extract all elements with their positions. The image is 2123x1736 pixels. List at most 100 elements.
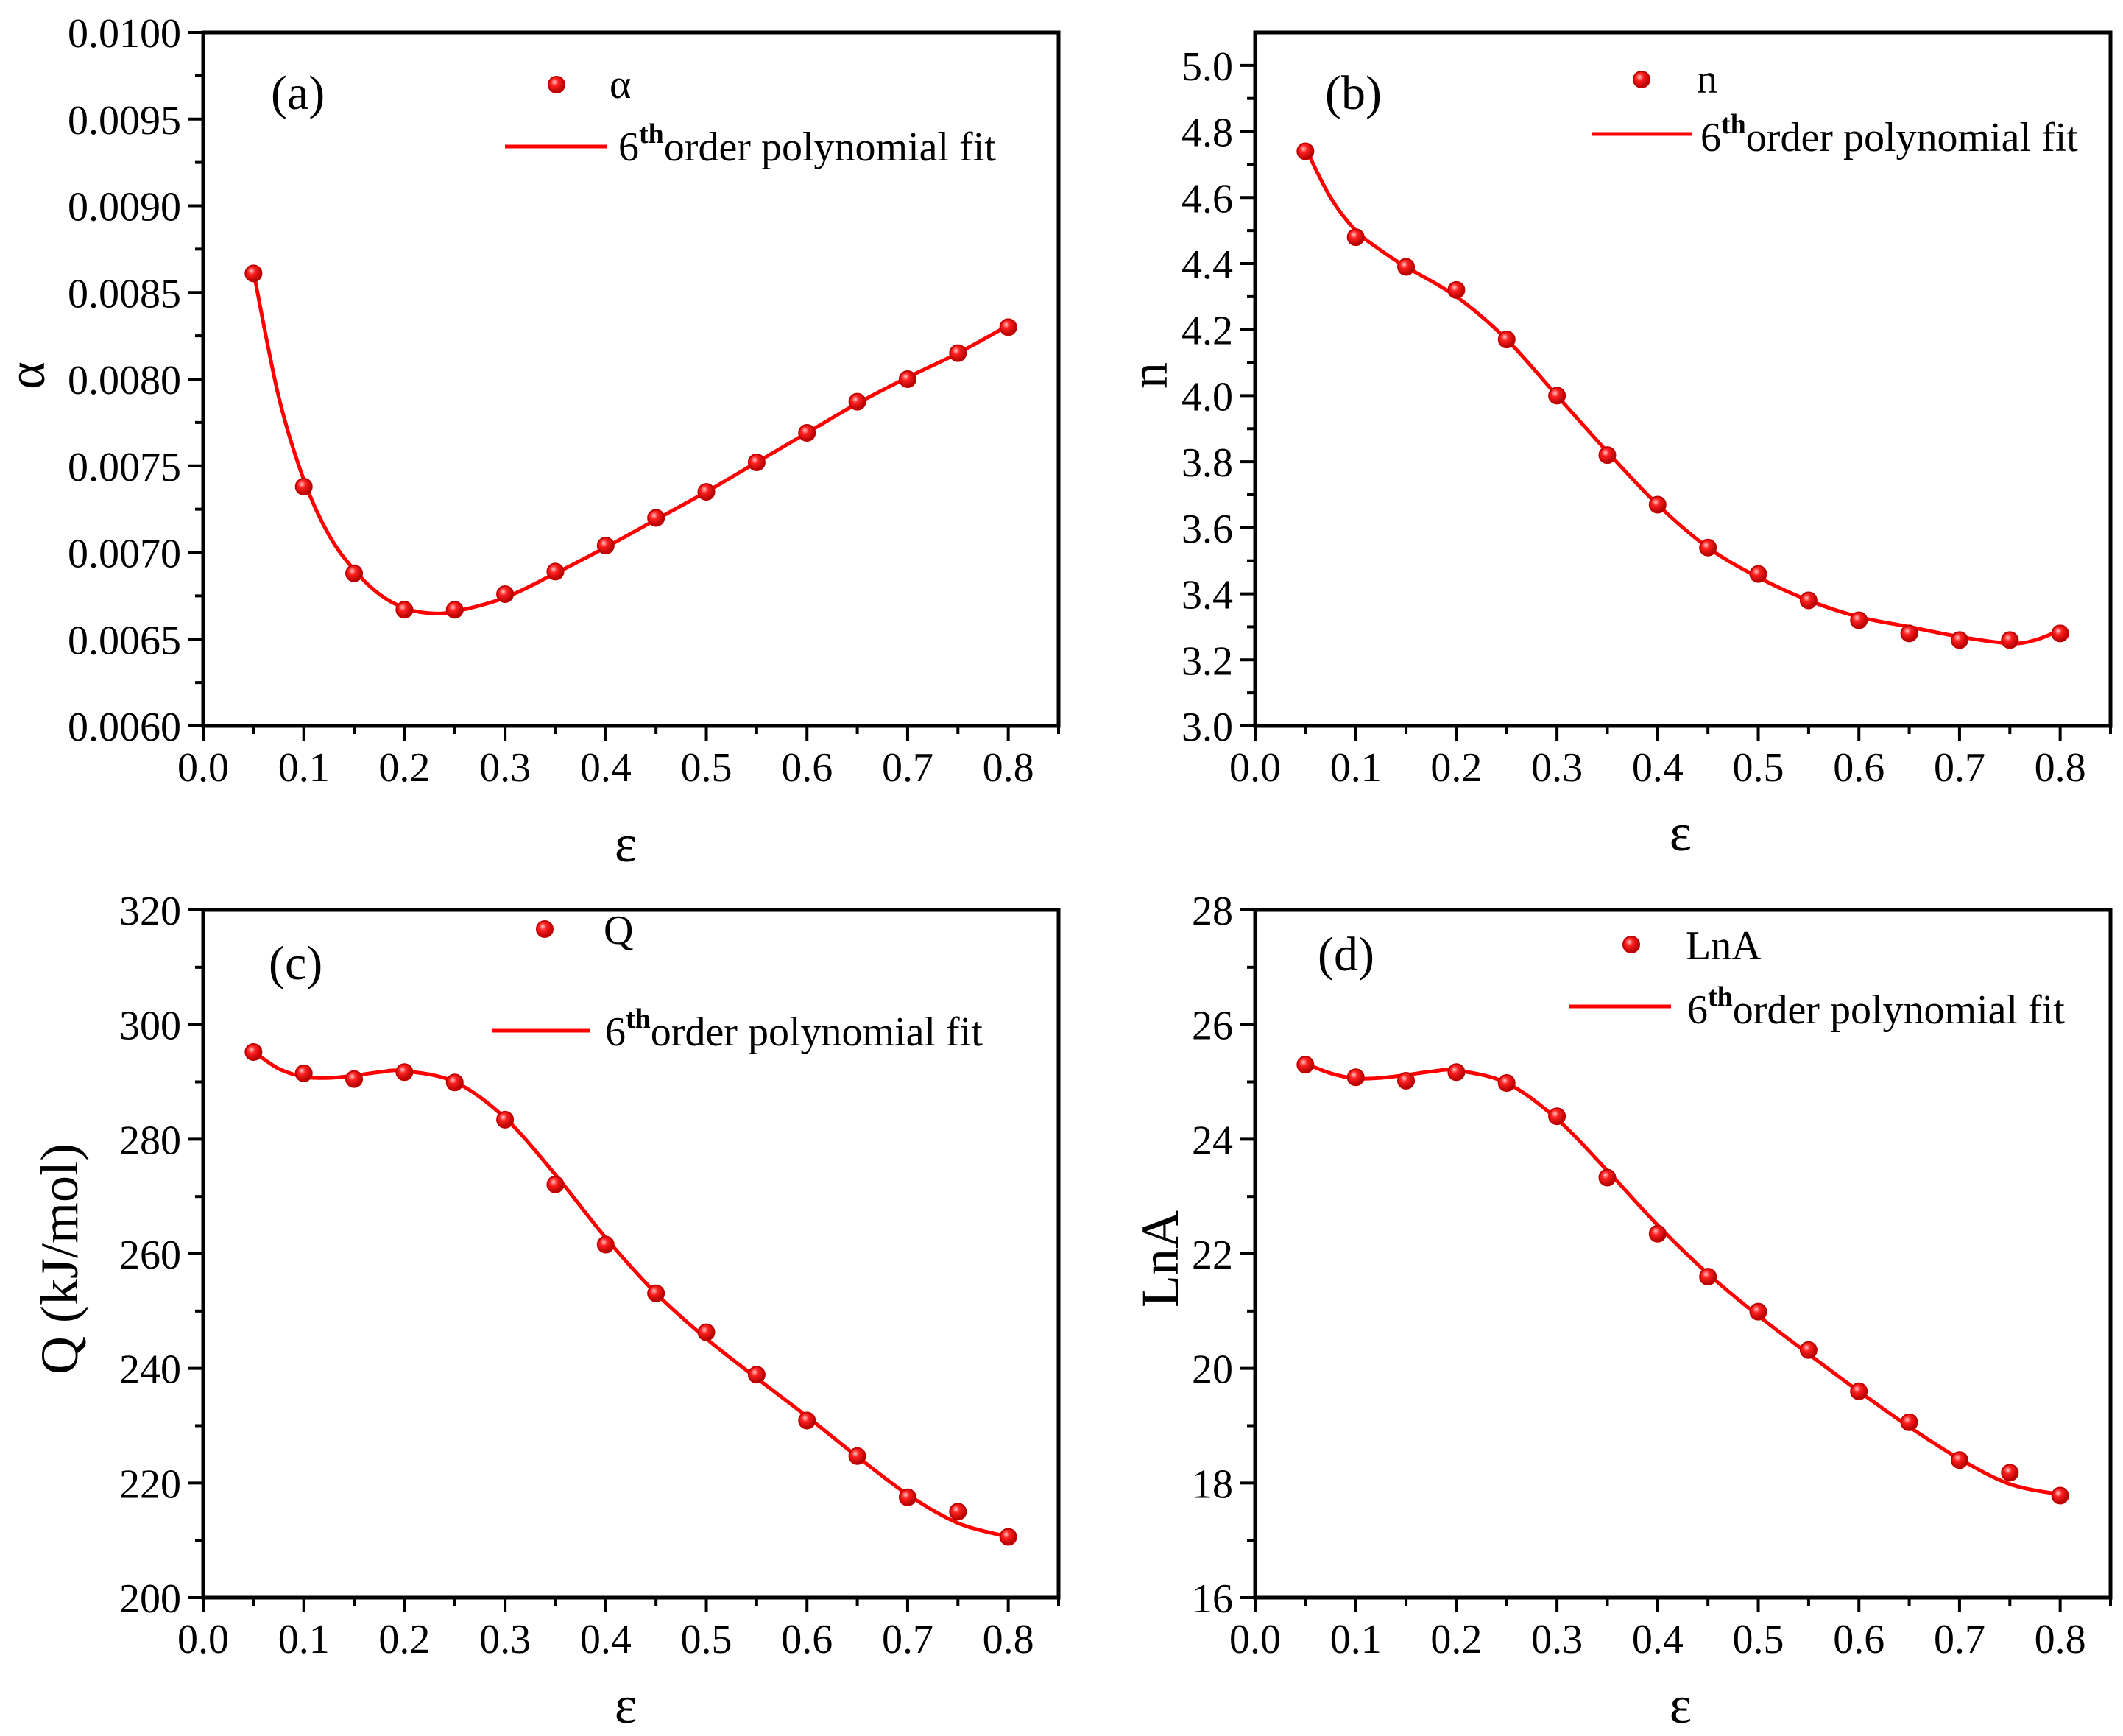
panel-b-data-point bbox=[1397, 258, 1416, 276]
panel-b-data-point bbox=[1900, 624, 1918, 643]
panel-b-data-point bbox=[1749, 565, 1767, 583]
panel-a-data-point bbox=[244, 264, 263, 283]
panel-b-data-point bbox=[1346, 228, 1365, 247]
panel-c-legend-fit-order: 6 bbox=[605, 1009, 626, 1055]
panel-a-y-tick-label: 0.0065 bbox=[68, 618, 181, 663]
panel-a-ylabel: α bbox=[0, 361, 56, 389]
panel-c-x-tick-label: 0.7 bbox=[882, 1617, 933, 1662]
panel-b-y-tick-label: 3.2 bbox=[1181, 638, 1233, 684]
panel-a-y-tick-label: 0.0085 bbox=[68, 271, 181, 317]
panel-a-y-tick-label: 0.0080 bbox=[68, 358, 181, 403]
panel-d-x-tick-label: 0.8 bbox=[2035, 1617, 2086, 1662]
panel-a-legend: α 6thorder polynomial fit bbox=[505, 62, 996, 170]
panel-d-x-tick-label: 0.5 bbox=[1733, 1617, 1784, 1662]
panel-a-data-point bbox=[898, 370, 916, 388]
panel-b-x-tick-label: 0.0 bbox=[1229, 745, 1281, 791]
panel-a-y-tick-label: 0.0095 bbox=[68, 98, 181, 144]
panel-a-y-tick-label: 0.0100 bbox=[68, 11, 181, 57]
panel-c-legend-fit-text: order polynomial fit bbox=[651, 1009, 983, 1055]
panel-c-x-tick-label: 0.1 bbox=[278, 1617, 330, 1662]
panel-b-data-point bbox=[2001, 631, 2019, 649]
panel-d-x-tick-label: 0.2 bbox=[1430, 1617, 1482, 1662]
panel-d-x-tick-label: 0.3 bbox=[1531, 1617, 1583, 1662]
panel-b-x-tick-label: 0.1 bbox=[1330, 745, 1382, 791]
panel-a-data-point bbox=[697, 483, 716, 501]
panel-d-legend-marker bbox=[1622, 936, 1640, 953]
panel-a-x-tick-label: 0.3 bbox=[479, 745, 531, 791]
panel-a-data-point bbox=[798, 424, 816, 442]
panel-c-y-tick-label: 260 bbox=[119, 1232, 181, 1278]
panel-b-tick-layer: 0.0 0.1 0.2 0.3 0.4 0.5 0.6 0.7 0.8 3.0 3.2 3.4 3.6 3… bbox=[1181, 44, 2112, 791]
panel-a-data-point bbox=[546, 562, 565, 581]
panel-d-fit-curve bbox=[1303, 1062, 2063, 1497]
panel-d-x-tick-label: 0.6 bbox=[1833, 1617, 1884, 1662]
panel-b-fit-curve bbox=[1303, 146, 2063, 646]
panel-d-tick-layer: 0.0 0.1 0.2 0.3 0.4 0.5 0.6 0.7 0.8 16 18 20 22 24 26 2… bbox=[1192, 889, 2112, 1662]
panel-d-y-tick-label: 20 bbox=[1192, 1347, 1233, 1393]
panel-c-y-tick-label: 240 bbox=[119, 1347, 181, 1393]
panel-d-legend-fit-order: 6 bbox=[1687, 987, 1708, 1033]
panel-d-ylabel: LnA bbox=[1131, 1210, 1190, 1308]
panel-c-data-point bbox=[848, 1447, 866, 1465]
panel-d-legend-fit-sup: th bbox=[1708, 981, 1733, 1012]
panel-a-data-point bbox=[949, 344, 967, 362]
panel-c-data-point bbox=[697, 1323, 716, 1341]
panel-a-x-tick-label: 0.2 bbox=[378, 745, 430, 791]
panel-c-y-tick-label: 320 bbox=[119, 889, 181, 934]
panel-d-data-point bbox=[1346, 1068, 1365, 1087]
panel-c-data-point bbox=[999, 1528, 1017, 1546]
panel-a-data-point bbox=[596, 537, 615, 555]
panel-b-x-tick-label: 0.5 bbox=[1733, 745, 1784, 791]
panel-b-y-tick-label: 3.0 bbox=[1181, 705, 1233, 750]
panel-c-data-point bbox=[747, 1366, 766, 1384]
panel-a-tag: (a) bbox=[271, 66, 325, 120]
panel-a-data-point bbox=[496, 585, 515, 604]
panel-b-y-tick-label: 3.6 bbox=[1181, 507, 1233, 552]
panel-c-legend-marker bbox=[536, 920, 554, 938]
panel-d-y-tick-label: 24 bbox=[1192, 1118, 1233, 1163]
panel-c-data-point bbox=[294, 1064, 313, 1082]
panel-b-y-tick-label: 5.0 bbox=[1181, 44, 1233, 90]
panel-c-legend-marker-label: Q bbox=[604, 908, 633, 953]
panel-c-x-tick-label: 0.6 bbox=[781, 1617, 833, 1662]
panel-b-plot-layer bbox=[1296, 142, 2069, 649]
panel-b-tag: (b) bbox=[1325, 66, 1382, 120]
panel-b-legend-fit-order: 6 bbox=[1700, 115, 1721, 160]
panel-c-frame bbox=[201, 908, 1061, 1600]
panel-d-plot-layer bbox=[1296, 1056, 2069, 1505]
panel-b-data-point bbox=[2051, 624, 2069, 643]
panel-b-data-point bbox=[1699, 538, 1717, 557]
panel-b-data-point bbox=[1648, 495, 1667, 514]
panel-c-x-tick-label: 0.5 bbox=[681, 1617, 732, 1662]
panel-c-data-point bbox=[244, 1043, 263, 1062]
panel-b-legend: n 6thorder polynomial fit bbox=[1592, 57, 2078, 160]
panel-a-data-point bbox=[345, 564, 364, 582]
panel-c-data-point bbox=[445, 1073, 464, 1092]
panel-b-data-point bbox=[1950, 631, 1968, 649]
panel-a-legend-fit-label: 6thorder polynomial fit bbox=[618, 119, 996, 170]
panel-b-x-tick-label: 0.4 bbox=[1632, 745, 1684, 791]
panel-a-legend-fit-sup: th bbox=[639, 119, 664, 149]
panel-a-legend-fit-text: order polynomial fit bbox=[664, 124, 996, 170]
panel-a-y-tick-label: 0.0060 bbox=[68, 705, 181, 750]
panel-a-tick-layer: 0.0 0.1 0.2 0.3 0.4 0.5 0.6 0.7 0.8 0.0060 0.0065 0… bbox=[68, 11, 1060, 791]
panel-c-data-point bbox=[647, 1284, 665, 1302]
panel-b-xlabel: ε bbox=[1670, 803, 1692, 862]
panel-b-x-tick-label: 0.6 bbox=[1833, 745, 1884, 791]
panel-b-frame bbox=[1253, 30, 2113, 728]
panel-c-data-point bbox=[496, 1110, 515, 1129]
panel-c-ylabel: Q (kJ/mol) bbox=[30, 1143, 89, 1375]
panel-a-xlabel: ε bbox=[615, 814, 637, 873]
panel-c: 0.0 0.1 0.2 0.3 0.4 0.5 0.6 0.7 0.8 200 220 240 260 2… bbox=[30, 889, 1061, 1735]
panel-b: 0.0 0.1 0.2 0.3 0.4 0.5 0.6 0.7 0.8 3.0 3.2 3.4 3.6 3… bbox=[1120, 30, 2113, 862]
panel-d-x-tick-label: 0.0 bbox=[1229, 1617, 1281, 1662]
panel-d-data-point bbox=[1447, 1063, 1466, 1082]
panel-d-y-tick-label: 28 bbox=[1192, 889, 1233, 934]
panel-d-data-point bbox=[1950, 1451, 1968, 1469]
panel-d-data-point bbox=[2051, 1486, 2069, 1505]
panel-a-x-tick-label: 0.1 bbox=[278, 745, 330, 791]
panel-d-frame bbox=[1253, 908, 2113, 1600]
panel-b-data-point bbox=[1497, 331, 1516, 349]
panel-d-data-point bbox=[1648, 1224, 1667, 1243]
